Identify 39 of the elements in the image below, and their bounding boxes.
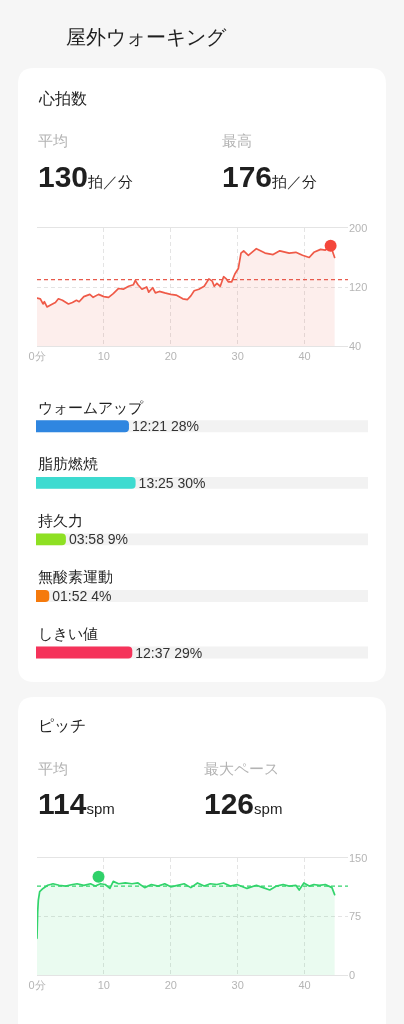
data-label: 13:25 30% — [138, 474, 206, 491]
data-label: 12:21 28% — [131, 418, 199, 435]
y-tick-label: しきい値 — [38, 625, 98, 642]
y-tick-label: ウォームアップ — [38, 399, 144, 416]
text: 最大ペース — [204, 760, 279, 777]
x-tick-label: 40 — [298, 979, 311, 992]
chart-title: ピッチ — [38, 717, 86, 734]
bar — [36, 590, 50, 602]
text: 平均 — [38, 760, 68, 777]
y-tick-label: 持久力 — [38, 512, 83, 529]
x-tick-label: 30 — [231, 979, 244, 992]
data-label: 12:37 29% — [135, 644, 203, 661]
text: 126spm — [204, 787, 283, 820]
y-tick-label: 0 — [349, 968, 356, 981]
y-tick-label: 150 — [349, 851, 368, 864]
text: 130拍／分 — [38, 160, 134, 193]
y-tick-label: 120 — [349, 280, 368, 293]
bar — [36, 533, 66, 546]
y-tick-label: 無酸素運動 — [38, 568, 113, 585]
x-tick-label: 0分 — [28, 979, 46, 992]
x-tick-label: 20 — [164, 979, 177, 992]
y-tick-label: 40 — [349, 339, 362, 352]
data-label: 03:58 9% — [68, 531, 129, 548]
x-tick-label: 20 — [164, 350, 177, 363]
y-tick-label: 75 — [349, 910, 362, 923]
text: 平均 — [38, 132, 68, 149]
y-tick-label: 200 — [349, 221, 368, 234]
x-tick-label: 30 — [231, 350, 244, 363]
text: 176拍／分 — [222, 160, 318, 193]
x-tick-label: 10 — [97, 350, 110, 363]
chart-title: 心拍数 — [38, 90, 87, 107]
x-tick-label: 10 — [97, 979, 110, 992]
x-tick-label: 0分 — [28, 350, 46, 363]
text: 最高 — [222, 132, 252, 149]
text: 114spm — [38, 787, 115, 820]
x-tick-label: 40 — [298, 350, 311, 363]
y-tick-label: 脂肪燃焼 — [38, 455, 98, 472]
text: 屋外ウォーキング — [66, 26, 227, 48]
data-label: 01:52 4% — [52, 587, 112, 604]
